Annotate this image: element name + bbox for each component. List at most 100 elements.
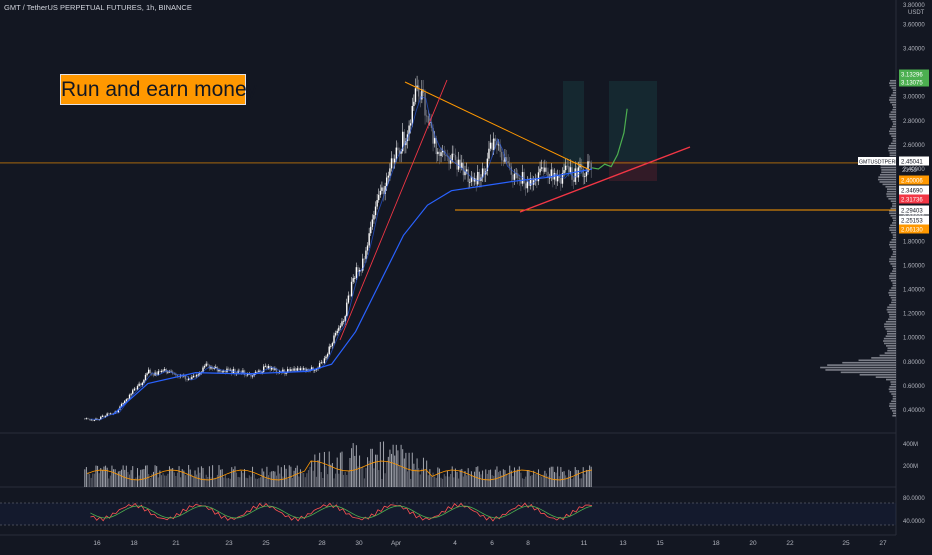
volume-bar [370,448,372,487]
candle-body [106,413,108,416]
candle-body [588,161,591,163]
candle-body [299,368,302,371]
volume-profile-bar [890,296,896,299]
volume-profile-bar [890,279,896,282]
volume-bar [143,469,145,487]
volume-bar [103,466,105,487]
volume-profile-bar [889,152,896,154]
volume-profile-bar [892,217,896,219]
volume-bar [405,452,407,487]
volume-bar [360,466,362,487]
stop-zone-box [609,161,657,181]
target-zone-box [609,81,657,161]
volume-bar [285,468,287,487]
candle-body [293,368,295,371]
volume-bar [268,475,270,487]
candle-body [416,85,418,89]
volume-bar [272,470,274,487]
volume-bar [384,473,386,487]
time-tick-label: 13 [619,540,627,547]
candle-body [197,374,199,376]
candle-body [136,386,139,390]
volume-bar [515,471,517,487]
volume-bar [197,467,199,487]
candle-body [331,343,334,347]
candle-body [424,92,426,116]
annotation-callout[interactable]: Run and earn money [60,74,257,105]
volume-profile-bar [890,111,896,113]
candle-body [469,181,471,183]
volume-profile-bar [889,241,896,244]
candle-body [395,147,398,159]
candle-body [403,131,405,146]
candle-body [523,172,525,184]
volume-bar [451,466,453,487]
candle-body [441,150,444,153]
volume-profile-bar [886,330,896,333]
candle-body [355,267,358,278]
volume-profile-bar [892,106,896,109]
candle-body [435,138,437,155]
volume-bar [523,478,525,487]
price-axis-unit: USDT [908,10,925,16]
candle-body [378,194,380,201]
candle-body [371,219,374,227]
volume-bar [531,475,533,487]
volume-profile-bar [886,188,896,190]
candle-body [218,369,220,372]
candle-body [310,367,313,370]
candle-body [394,158,396,163]
price-tick-label: 1.60000 [903,263,925,269]
volume-profile-bar [889,132,896,135]
candle-body [409,123,412,126]
candle-body [263,366,265,372]
time-tick-label: 15 [656,540,664,547]
volume-bar [397,450,399,487]
price-label-bg [899,185,929,195]
candle-body [304,368,306,371]
candle-body [572,179,575,182]
volume-bar [510,470,512,487]
volume-profile-bar [889,304,896,306]
volume-bar [215,477,217,487]
candle-body [576,168,578,178]
volume-bar [93,473,95,487]
volume-bar [333,478,335,487]
candle-body [255,371,257,374]
candle-body [138,383,140,387]
candle-body [194,375,196,377]
candle-body [373,215,375,220]
candle-body [528,181,530,186]
candle-body [325,356,327,359]
volume-bar [152,471,154,487]
candle-body [191,377,193,380]
volume-bar [410,478,412,487]
volume-bar [381,478,383,487]
volume-bar [355,445,357,487]
volume-bar [450,473,452,487]
volume-bar [512,476,514,487]
candle-body [525,183,527,189]
volume-profile-bar [892,137,896,140]
volume-bar [250,476,252,487]
volume-profile-bar [890,214,896,217]
candle-body [149,369,151,374]
volume-bar [154,465,156,487]
candle-body [302,368,305,370]
volume-profile-bar [891,125,896,128]
volume-profile-bar [825,369,896,371]
price-label: 3.13296 [901,72,923,78]
time-tick-label: Apr [391,540,402,547]
oscillator-band [0,503,896,525]
volume-bar [252,466,254,487]
volume-profile-bar [884,325,896,328]
candle-body [386,177,388,186]
candle-body [199,372,201,375]
candle-body [577,167,580,178]
volume-profile-bar [889,210,896,212]
candle-body [569,167,572,173]
candle-body [357,267,359,273]
volume-bar [478,471,480,487]
